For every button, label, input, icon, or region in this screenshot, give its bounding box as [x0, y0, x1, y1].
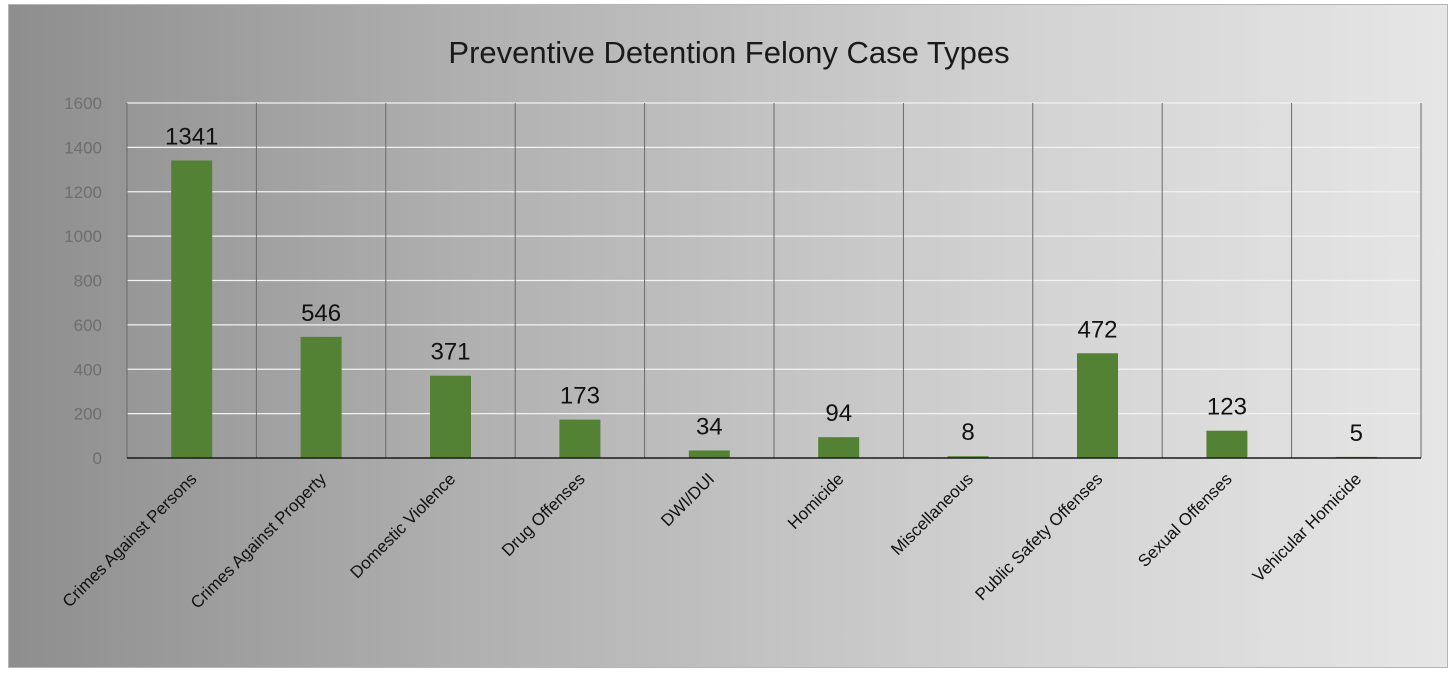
data-label: 5 — [1350, 420, 1363, 447]
x-tick-label: DWI/DUI — [657, 469, 718, 530]
y-tick-label: 0 — [93, 449, 102, 468]
x-tick-label: Crimes Against Property — [187, 469, 330, 612]
chart-frame: Preventive Detention Felony Case Types 1… — [8, 4, 1448, 668]
x-tick-label: Domestic Violence — [347, 469, 460, 582]
data-label: 472 — [1077, 316, 1117, 343]
y-tick-label: 1400 — [64, 138, 102, 157]
y-tick-label: 1600 — [64, 94, 102, 113]
y-tick-label: 800 — [74, 272, 102, 291]
bar — [171, 160, 213, 458]
data-labels: 1341 546 371 173 34 94 8 472 123 5 — [165, 123, 1363, 446]
x-tick-label: Sexual Offenses — [1134, 469, 1235, 570]
x-tick-label: Vehicular Homicide — [1249, 469, 1365, 585]
bar — [300, 336, 342, 458]
bars — [171, 160, 1377, 458]
x-tick-label: Drug Offenses — [498, 469, 589, 560]
y-tick-label: 200 — [74, 405, 102, 424]
y-axis: 0 200 400 600 800 1000 1200 1400 1600 — [64, 94, 102, 468]
y-tick-label: 400 — [74, 360, 102, 379]
data-label: 94 — [825, 400, 852, 427]
bar — [818, 437, 860, 458]
data-label: 8 — [961, 419, 974, 446]
bar — [947, 456, 989, 458]
data-label: 371 — [430, 339, 470, 366]
chart-title: Preventive Detention Felony Case Types — [448, 35, 1009, 70]
y-tick-label: 600 — [74, 316, 102, 335]
data-label: 173 — [560, 383, 600, 410]
x-tick-label: Miscellaneous — [887, 469, 977, 559]
x-tick-label: Public Safety Offenses — [972, 469, 1107, 604]
bar — [1206, 430, 1248, 458]
data-label: 34 — [696, 413, 723, 440]
category-separators — [126, 103, 1422, 458]
data-label: 1341 — [165, 123, 218, 150]
y-tick-label: 1000 — [64, 227, 102, 246]
x-tick-label: Homicide — [784, 469, 848, 533]
bar — [559, 419, 601, 458]
bar — [688, 450, 730, 458]
y-tick-label: 1200 — [64, 183, 102, 202]
data-label: 123 — [1207, 394, 1247, 421]
data-label: 546 — [301, 300, 341, 327]
bar-chart: Preventive Detention Felony Case Types 1… — [59, 35, 1422, 612]
bar — [1077, 353, 1118, 458]
bar — [430, 375, 471, 458]
x-tick-label: Crimes Against Persons — [59, 469, 201, 611]
